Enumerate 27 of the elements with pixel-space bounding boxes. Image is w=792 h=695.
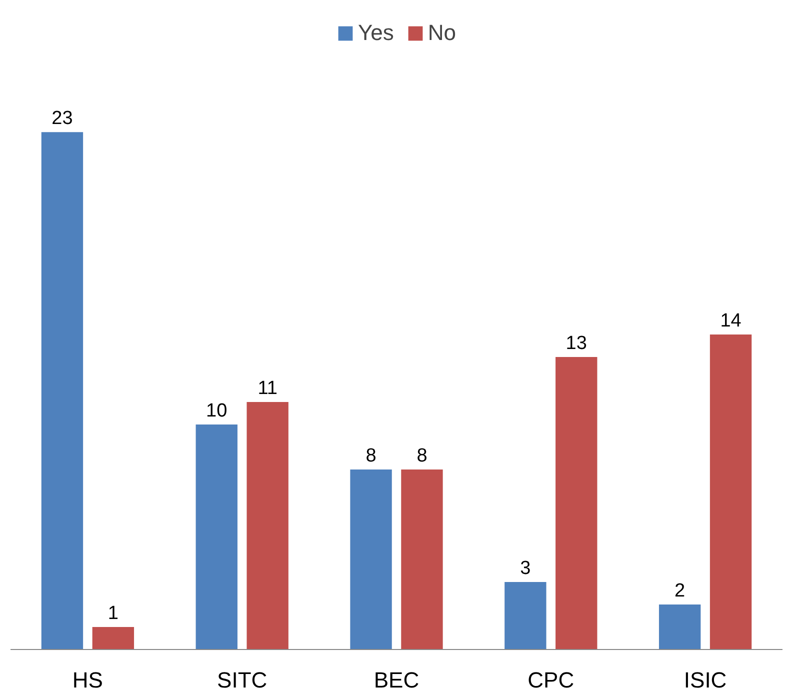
bar (504, 582, 546, 650)
x-tick-label: ISIC (684, 668, 727, 692)
legend-label: Yes (358, 20, 394, 46)
bar (196, 424, 238, 650)
data-label: 11 (258, 378, 278, 400)
x-tick-label: BEC (374, 668, 420, 692)
data-label: 14 (720, 310, 742, 332)
data-label: 23 (52, 108, 73, 130)
data-label: 1 (108, 603, 118, 624)
bar (92, 627, 134, 650)
legend-label: No (428, 20, 456, 46)
bar (401, 470, 443, 650)
data-label: 13 (566, 333, 587, 354)
data-label: 8 (366, 446, 376, 467)
bar (350, 470, 392, 650)
x-tick-label: CPC (528, 668, 574, 692)
x-tick-label: HS (72, 668, 103, 692)
bar (658, 604, 701, 650)
x-tick-label: SITC (217, 668, 268, 692)
data-label: 2 (674, 580, 686, 602)
bar (556, 357, 598, 650)
bar (710, 334, 752, 650)
bar (246, 402, 288, 650)
data-label: 8 (416, 446, 428, 467)
data-label: 10 (206, 400, 228, 422)
bar (41, 132, 84, 650)
data-label: 3 (520, 558, 531, 580)
